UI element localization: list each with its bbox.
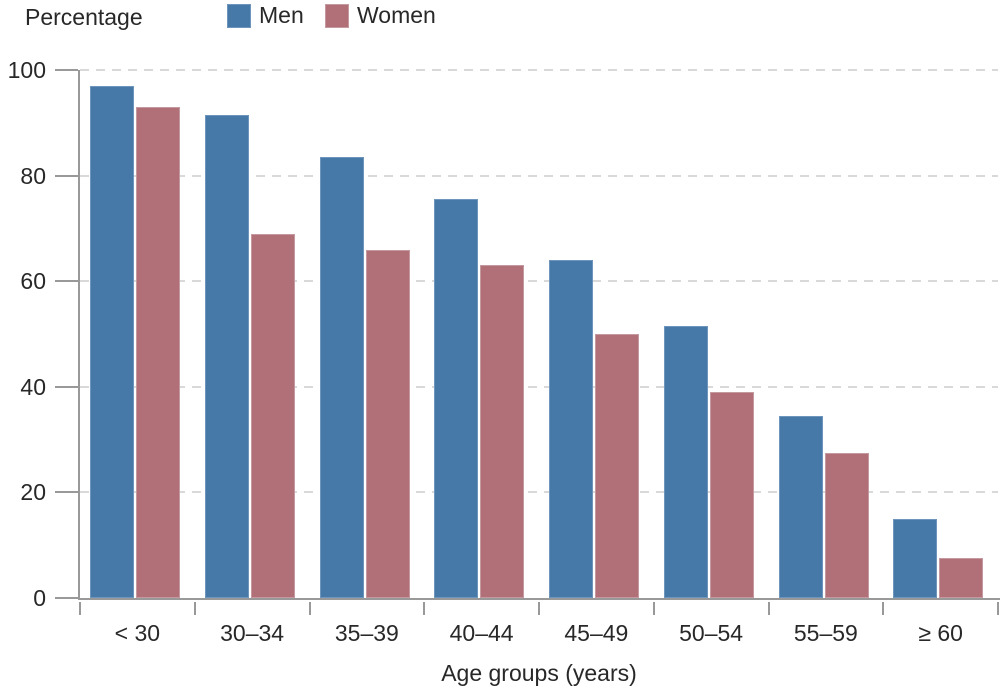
gridline-y20 (80, 491, 998, 494)
y-tick-40 (55, 385, 78, 388)
bar-men-7 (893, 518, 938, 598)
x-tick-label-7: ≥ 60 (918, 620, 963, 646)
x-tick-boundary-5 (652, 602, 655, 615)
y-tick-80 (55, 174, 78, 177)
y-axis-title: Percentage (25, 4, 143, 30)
gridline-y100 (80, 69, 998, 71)
gridline-y60 (80, 280, 998, 283)
bar-women-5 (709, 392, 754, 598)
bar-women-4 (595, 334, 639, 598)
x-tick-boundary-2 (308, 602, 311, 615)
y-tick-100 (55, 69, 78, 71)
y-tick-label-100: 100 (7, 57, 46, 83)
legend-item-men: Men (227, 2, 304, 29)
y-tick-60 (55, 280, 78, 283)
bar-women-6 (824, 452, 869, 598)
x-tick-label-2: 35–39 (334, 620, 399, 646)
men-legend-swatch (227, 3, 251, 28)
x-tick-label-5: 50–54 (679, 620, 744, 646)
bar-women-1 (250, 233, 295, 598)
chart-header: Percentage Men Women (0, 0, 1000, 44)
x-tick-boundary-4 (538, 602, 540, 615)
x-tick-boundary-3 (423, 602, 426, 615)
x-tick-boundary-8 (997, 602, 999, 615)
y-tick-label-60: 60 (20, 268, 46, 295)
y-tick-0 (55, 597, 78, 599)
y-tick-label-40: 40 (20, 373, 46, 400)
plot-area: 0 20 40 60 80 100 < 30 30–34 35–39 40–44 45–49 50–5… (8, 57, 1000, 646)
bar-men-6 (778, 415, 823, 598)
gridline-y80 (80, 174, 998, 177)
x-tick-label-1: 30–34 (220, 620, 285, 646)
y-tick-20 (55, 491, 78, 494)
bar-men-2 (319, 157, 364, 598)
bar-men-3 (434, 199, 479, 598)
x-tick-label-6: 55–59 (793, 620, 858, 646)
x-axis-title: Age groups (years) (441, 660, 637, 686)
legend-item-women: Women (325, 2, 436, 29)
x-tick-label-0: < 30 (114, 620, 161, 646)
bar-men-1 (204, 114, 249, 598)
bar-women-3 (480, 265, 525, 598)
y-tick-label-80: 80 (20, 162, 46, 189)
x-tick-boundary-7 (882, 602, 885, 615)
x-axis-line (78, 598, 1000, 600)
x-tick-label-3: 40–44 (449, 620, 514, 646)
x-tick-label-4: 45–49 (564, 620, 629, 646)
bar-men-0 (90, 85, 134, 598)
y-tick-label-0: 0 (33, 585, 46, 611)
bar-women-2 (365, 249, 410, 598)
women-legend-label: Women (357, 2, 436, 28)
x-tick-boundary-6 (767, 602, 770, 615)
y-tick-label-20: 20 (20, 479, 46, 506)
x-tick-boundary-0 (79, 602, 81, 615)
men-legend-label: Men (259, 2, 304, 28)
women-legend-swatch (325, 3, 349, 28)
bar-men-4 (549, 260, 593, 598)
y-axis-line (78, 70, 80, 600)
bar-women-0 (136, 106, 180, 598)
gridline-y40 (80, 385, 998, 388)
x-tick-boundary-1 (193, 602, 196, 615)
bar-men-5 (663, 326, 708, 598)
bar-women-7 (939, 558, 984, 598)
